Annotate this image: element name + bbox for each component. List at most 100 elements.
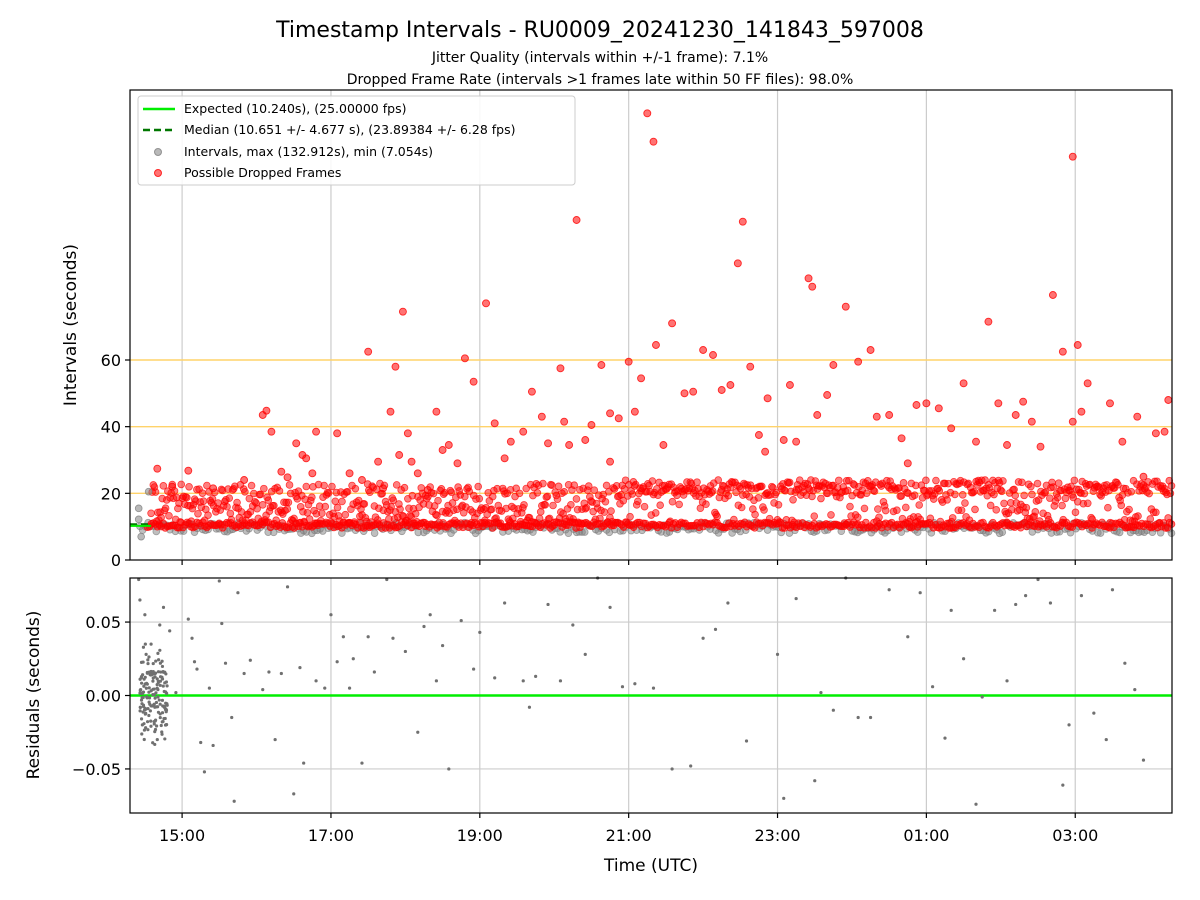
dropped-frame-point — [444, 441, 453, 449]
dropped-frame-point — [550, 518, 558, 527]
residual-point — [493, 676, 497, 680]
dropped-frame-point — [469, 377, 478, 386]
residual-point — [1024, 594, 1028, 598]
dropped-frame-point — [198, 489, 207, 497]
residual-point — [472, 667, 476, 671]
residual-point — [651, 686, 656, 690]
dropped-frame-point — [423, 486, 432, 494]
interval-point — [144, 487, 153, 496]
residual-point — [974, 802, 978, 806]
residual-point — [534, 674, 538, 679]
dropped-frame-point — [601, 497, 610, 506]
chart-subtitle-jitter: Jitter Quality (intervals within +/-1 fr… — [431, 50, 768, 66]
dropped-frame-point — [537, 412, 546, 421]
dropped-frame-point — [846, 502, 854, 511]
dropped-frame-point — [270, 501, 278, 510]
dropped-frame-point — [199, 497, 208, 505]
residual-point — [143, 642, 147, 646]
residual-point — [794, 596, 798, 601]
dropped-frame-point — [283, 505, 292, 513]
dropped-frame-point — [947, 424, 956, 433]
dropped-frame-point — [554, 482, 563, 491]
dropped-frame-point — [225, 494, 234, 502]
residual-point — [230, 715, 234, 720]
residual-point — [459, 618, 463, 623]
residual-point — [161, 670, 166, 674]
dropped-frame-point — [860, 504, 869, 513]
dropped-frame-point — [165, 512, 173, 520]
dropped-frame-point — [1022, 503, 1031, 512]
residual-point — [1133, 688, 1137, 692]
dropped-frame-point — [350, 518, 359, 526]
dropped-frame-point — [630, 407, 639, 416]
dropped-frame-point — [1068, 417, 1077, 426]
dropped-frame-point — [751, 510, 759, 519]
residual-point — [145, 695, 149, 699]
dropped-frame-point — [509, 514, 517, 523]
residual-point — [726, 601, 730, 605]
residual-point — [147, 696, 152, 700]
residual-point — [138, 705, 142, 709]
dropped-frame-point — [804, 274, 813, 283]
residual-point — [138, 709, 142, 713]
dropped-frame-point — [994, 399, 1003, 408]
residual-point — [503, 601, 507, 605]
dropped-frame-point — [398, 307, 407, 316]
dropped-frame-point — [897, 492, 906, 500]
residual-point — [195, 667, 199, 671]
dropped-frame-point — [1048, 291, 1057, 299]
dropped-frame-point — [652, 341, 660, 349]
dropped-frame-point — [862, 489, 871, 498]
residual-point — [372, 670, 376, 674]
dropped-frame-point — [1028, 490, 1036, 499]
dropped-frame-point — [435, 518, 443, 527]
residual-point — [633, 682, 637, 686]
dropped-frame-point — [648, 477, 657, 485]
dropped-frame-point — [429, 489, 438, 498]
residual-point — [162, 689, 166, 694]
dropped-frame-point — [881, 506, 890, 515]
dropped-frame-point — [572, 495, 581, 503]
dropped-frame-point — [922, 399, 931, 408]
dropped-frame-point — [474, 482, 483, 491]
dropped-frame-point — [283, 473, 292, 482]
residual-point — [285, 585, 290, 589]
residual-point — [160, 732, 164, 736]
residual-point — [140, 732, 144, 736]
residual-point — [323, 686, 327, 690]
dropped-frame-point — [761, 447, 770, 456]
residual-point — [146, 707, 150, 711]
dropped-frame-point — [256, 490, 265, 499]
residual-point — [314, 679, 318, 683]
dropped-frame-point — [1027, 417, 1036, 426]
dropped-frame-point — [1059, 515, 1068, 524]
dropped-frame-point — [151, 488, 160, 496]
dropped-frame-point — [992, 506, 1001, 514]
dropped-frame-point — [412, 518, 421, 526]
dropped-frame-point — [450, 516, 459, 525]
dropped-frame-point — [817, 494, 825, 503]
x-tick-label: 15:00 — [159, 826, 205, 845]
dropped-frame-point — [1068, 152, 1077, 161]
residual-point — [161, 719, 165, 724]
dropped-frame-point — [986, 501, 995, 510]
residual-point — [164, 701, 168, 705]
dropped-frame-point — [926, 514, 935, 523]
dropped-frame-point — [628, 490, 637, 498]
intervals-y-tick-label: 20 — [101, 484, 121, 503]
dropped-frame-point — [1027, 482, 1035, 491]
dropped-frame-point — [948, 514, 957, 522]
dropped-frame-point — [600, 508, 609, 516]
residual-point — [145, 670, 149, 675]
dropped-frame-point — [827, 511, 835, 519]
dropped-frame-point — [640, 502, 649, 511]
residual-point — [147, 713, 151, 718]
dropped-frame-point — [910, 491, 919, 500]
dropped-frame-point — [1077, 407, 1086, 416]
residual-point — [1061, 783, 1065, 787]
dropped-frame-point — [285, 481, 294, 489]
dropped-frame-point — [693, 478, 701, 486]
dropped-frame-point — [854, 357, 863, 366]
interval-point — [134, 515, 143, 524]
residual-point — [151, 679, 155, 683]
